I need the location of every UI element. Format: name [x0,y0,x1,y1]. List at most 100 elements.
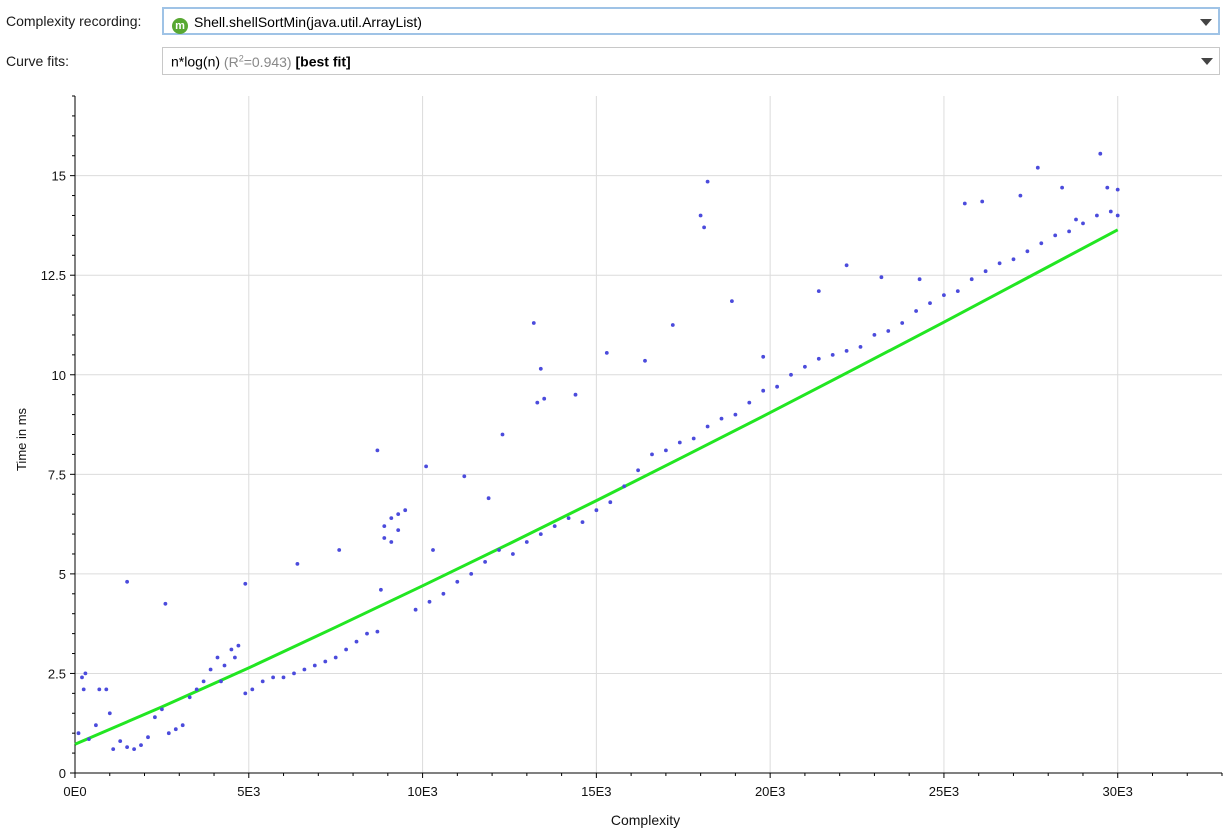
data-point [844,349,849,353]
data-point [497,548,501,552]
data-point [1115,213,1120,218]
data-point [118,739,123,743]
y-tick-label: 12.5 [41,268,66,283]
data-point [166,731,171,736]
data-point [702,225,706,230]
data-point [80,675,84,680]
data-point [1035,165,1040,170]
data-point [87,737,91,741]
data-point [295,562,300,566]
data-point [281,675,286,680]
data-point [83,671,88,676]
data-point [219,679,223,684]
data-point [542,396,547,401]
data-point [997,261,1002,266]
fit-r2: (R2=0.943) [223,53,292,70]
data-point [691,436,696,441]
complexity-chart: 0E0 5E3 10E3 15E3 20E3 25E3 30E3 0 2.5 5 7.5 10 12.5… [14,95,1223,828]
data-point [500,432,505,437]
data-point [208,667,213,672]
chevron-down-icon[interactable] [1200,19,1212,26]
data-point [382,536,387,540]
data-point [215,655,220,660]
data-point [900,321,905,325]
data-point [761,388,766,393]
data-point [1018,193,1023,198]
data-point [1105,185,1110,190]
data-point [538,532,543,536]
data-point [403,508,408,513]
data-point [163,601,168,606]
method-icon: m [172,18,188,34]
x-tick-label: 10E3 [407,784,437,799]
data-point [942,293,946,297]
recording-select[interactable]: m Shell.shellSortMin(java.util.ArrayList) [162,7,1220,35]
data-point [250,687,255,692]
recording-value: Shell.shellSortMin(java.util.ArrayList) [194,14,422,30]
data-point [803,364,807,369]
data-point [483,560,487,564]
data-point [236,643,241,648]
data-point [229,647,234,652]
data-point [1098,151,1103,156]
data-point [396,512,401,516]
data-point [594,508,599,513]
y-tick-label: 2.5 [48,666,66,681]
data-point [789,372,793,377]
data-point [705,179,710,184]
data-point [524,540,529,544]
data-point [969,277,974,282]
data-point [1060,185,1064,190]
data-point [580,520,585,524]
data-point [160,707,164,712]
chevron-down-icon[interactable] [1201,58,1213,65]
data-point [830,353,835,357]
data-point [761,354,766,359]
data-point [97,687,102,692]
data-point [302,667,307,672]
data-point [375,629,380,634]
data-point [125,579,129,584]
data-point [1115,187,1120,192]
data-point [260,679,265,684]
data-point [1074,217,1078,222]
recording-value-wrap: m Shell.shellSortMin(java.util.ArrayList) [172,14,422,34]
data-point [552,524,557,528]
data-point [312,663,317,668]
x-tick-label: 0E0 [63,784,86,799]
data-point [396,528,401,532]
data-point [271,675,275,680]
data-point [1053,233,1058,238]
data-point [382,524,387,528]
y-tick-label: 0 [59,766,66,781]
data-point [1108,209,1113,214]
data-point [462,474,467,479]
data-point [153,715,157,720]
x-tick-label: 20E3 [755,784,785,799]
data-point [622,484,627,489]
y-tick-label: 5 [59,567,66,582]
data-point [139,743,143,747]
x-axis-label: Complexity [611,812,680,828]
data-point [81,687,86,692]
data-point [531,321,536,325]
data-point [1095,213,1099,218]
data-point [650,452,654,457]
recording-label: Complexity recording: [6,13,142,29]
curve-fit-select[interactable]: n*log(n) (R2=0.943) [best fit] [162,47,1220,75]
data-point [344,647,348,652]
data-point [879,275,884,280]
data-point [173,727,178,732]
data-point [337,548,342,552]
data-point [705,424,710,429]
data-point [733,412,738,417]
data-point [1039,241,1044,246]
data-point [389,516,394,520]
data-point [125,745,129,749]
data-point [730,299,734,303]
data-point [886,329,891,333]
best-fit-tag: [best fit] [295,53,351,70]
data-point [323,659,328,664]
data-point [535,400,540,405]
data-point [928,301,932,305]
